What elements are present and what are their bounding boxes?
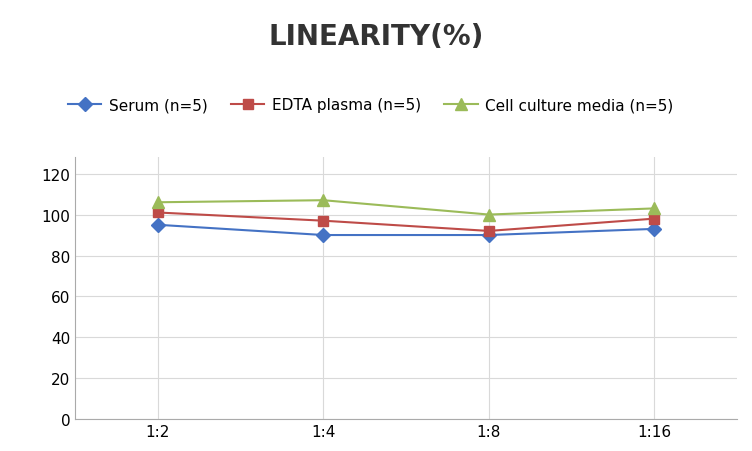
Serum (n=5) bbox=[319, 233, 328, 238]
Line: Cell culture media (n=5): Cell culture media (n=5) bbox=[153, 195, 660, 221]
Serum (n=5) bbox=[650, 227, 659, 232]
Cell culture media (n=5) bbox=[484, 212, 493, 218]
Cell culture media (n=5) bbox=[319, 198, 328, 203]
Cell culture media (n=5) bbox=[650, 206, 659, 212]
EDTA plasma (n=5) bbox=[153, 210, 162, 216]
Line: EDTA plasma (n=5): EDTA plasma (n=5) bbox=[153, 208, 659, 236]
Serum (n=5) bbox=[484, 233, 493, 238]
EDTA plasma (n=5) bbox=[319, 218, 328, 224]
Text: LINEARITY(%): LINEARITY(%) bbox=[268, 23, 484, 51]
Legend: Serum (n=5), EDTA plasma (n=5), Cell culture media (n=5): Serum (n=5), EDTA plasma (n=5), Cell cul… bbox=[68, 98, 674, 113]
EDTA plasma (n=5) bbox=[484, 229, 493, 234]
Line: Serum (n=5): Serum (n=5) bbox=[153, 221, 659, 240]
Serum (n=5) bbox=[153, 223, 162, 228]
Cell culture media (n=5) bbox=[153, 200, 162, 206]
EDTA plasma (n=5) bbox=[650, 216, 659, 222]
